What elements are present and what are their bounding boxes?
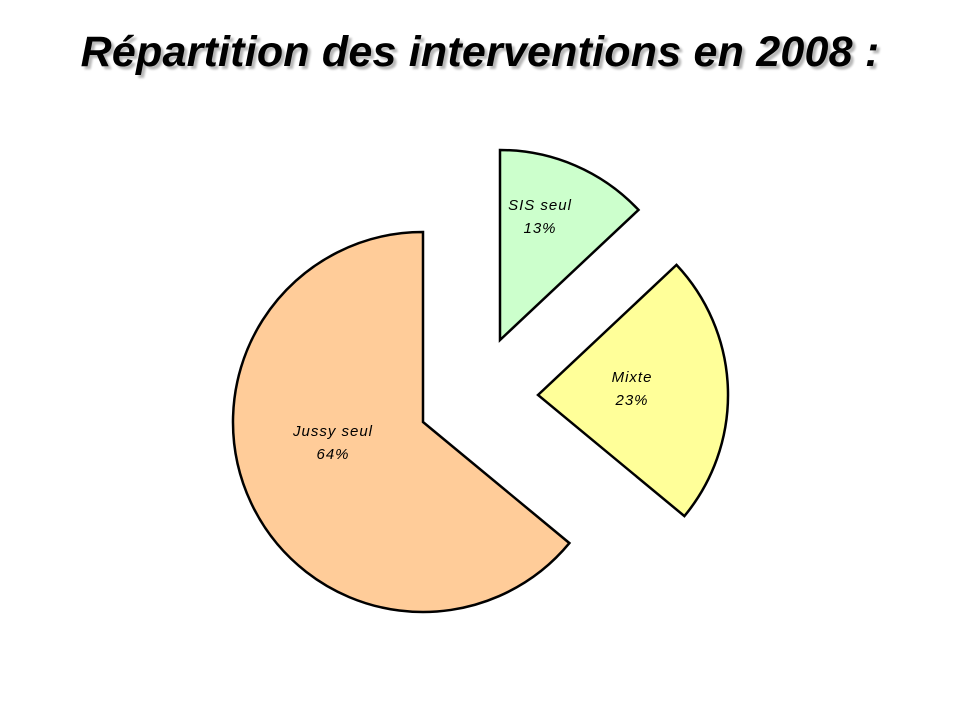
pie-slice-sis: [498, 148, 641, 343]
slice-label-jussy: Jussy seul: [292, 423, 373, 440]
slice-value-mixte: 23%: [614, 392, 648, 409]
pie-slice-jussy: [231, 230, 572, 614]
pie-slice-mixte: [536, 263, 730, 518]
chart-title: Répartition des interventions en 2008 :: [80, 28, 880, 76]
slice-label-sis: SIS seul: [508, 197, 572, 214]
slice-label-mixte: Mixte: [612, 369, 653, 386]
slice-value-jussy: 64%: [316, 446, 349, 463]
slice-value-sis: 13%: [523, 220, 556, 237]
